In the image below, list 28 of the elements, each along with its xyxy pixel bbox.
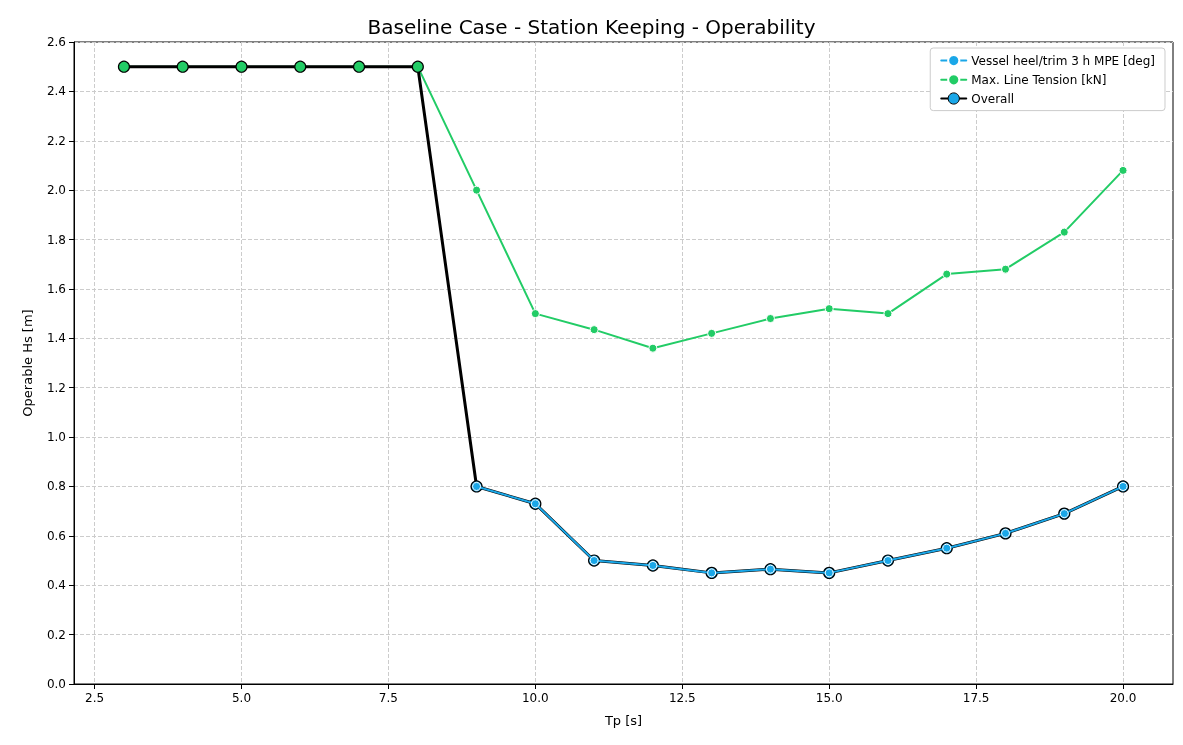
- x-axis-title: Tp [s]: [603, 713, 643, 728]
- y-tick-label: 1.4: [46, 331, 66, 346]
- y-tick-label: 0.0: [46, 677, 66, 691]
- x-tick-label: 20.0: [1109, 691, 1137, 705]
- y-tick-label: 0.2: [46, 627, 66, 642]
- chart-title: Baseline Case - Station Keeping - Operability: [367, 15, 816, 39]
- y-tick-label: 1.8: [46, 232, 66, 247]
- y-tick-label: 0.8: [46, 479, 66, 494]
- x-tick-label: 12.5: [668, 691, 696, 705]
- legend-label: Vessel heel/trim 3 h MPE [deg]: [971, 53, 1156, 68]
- y-tick-label: 0.4: [46, 578, 66, 593]
- y-tick-label: 1.0: [46, 430, 66, 445]
- x-tick-label: 7.5: [378, 691, 398, 705]
- x-tick-label: 15.0: [815, 691, 843, 705]
- legend-label: Max. Line Tension [kN]: [971, 72, 1107, 87]
- y-tick-label: 1.2: [46, 380, 66, 395]
- x-tick-label: 2.5: [85, 691, 105, 705]
- y-tick-label: 2.4: [46, 84, 66, 99]
- y-tick-label: 2.0: [46, 183, 66, 198]
- y-tick-label: 0.6: [46, 528, 66, 543]
- legend-label: Overall: [971, 91, 1015, 106]
- x-tick-label: 10.0: [521, 691, 549, 705]
- y-tick-label: 2.2: [46, 133, 66, 148]
- y-tick-label: 1.6: [46, 281, 66, 296]
- y-tick-label: 2.6: [46, 35, 66, 49]
- x-tick-label: 17.5: [962, 691, 990, 705]
- y-axis-title: Operable Hs [m]: [20, 309, 35, 417]
- x-tick-label: 5.0: [231, 691, 252, 705]
